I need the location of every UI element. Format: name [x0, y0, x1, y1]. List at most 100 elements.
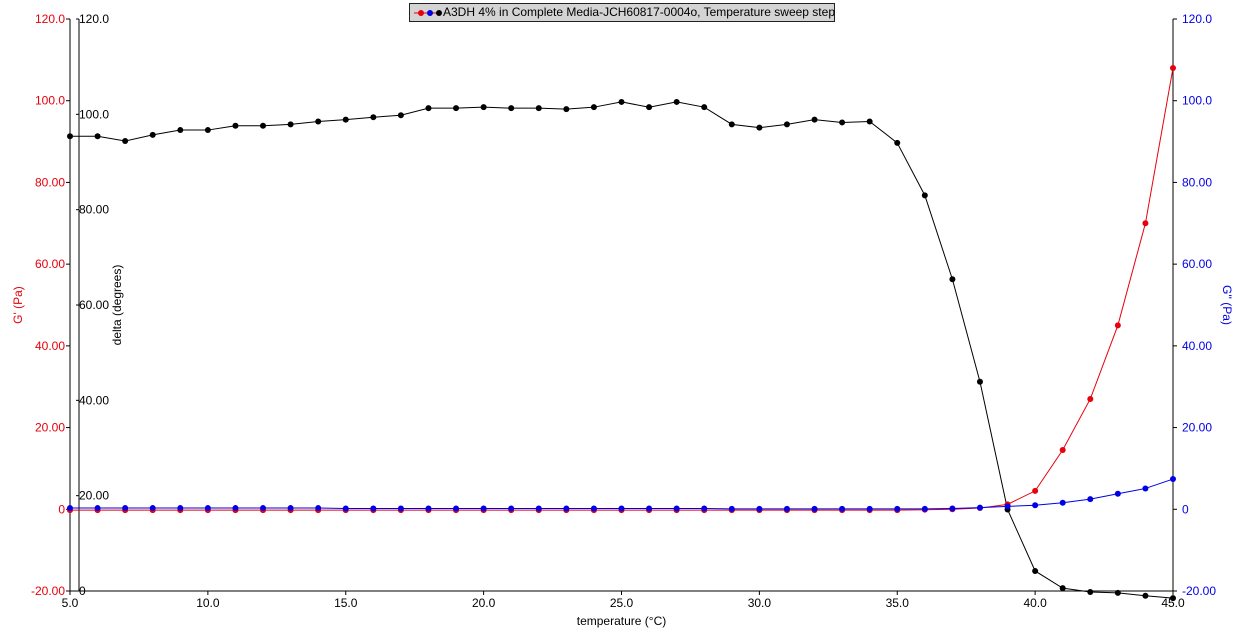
- x-axis-title: temperature (°C): [577, 614, 667, 628]
- data-point-delta: [646, 104, 653, 111]
- data-point-g-double-prime: [894, 505, 901, 512]
- inner-left-tick-label: 100.0: [79, 107, 109, 121]
- data-point-g-double-prime: [315, 505, 322, 512]
- data-point-delta: [177, 127, 184, 134]
- legend-label: A3DH 4% in Complete Media-JCH60817-0004o…: [443, 5, 835, 19]
- data-point-g-double-prime: [976, 504, 983, 511]
- data-point-g-prime: [1059, 447, 1066, 454]
- x-tick-label: 30.0: [748, 596, 772, 610]
- data-point-delta: [453, 105, 460, 112]
- data-point-g-prime: [1032, 487, 1039, 494]
- data-point-delta: [756, 124, 763, 131]
- data-point-delta: [618, 98, 625, 105]
- series-layer: [67, 65, 1176, 602]
- inner-left-tick-label: 60.00: [79, 298, 109, 312]
- data-point-g-double-prime: [783, 505, 790, 512]
- data-point-g-double-prime: [287, 505, 294, 512]
- data-point-g-double-prime: [204, 505, 211, 512]
- data-point-g-double-prime: [260, 505, 267, 512]
- data-point-delta: [839, 119, 846, 126]
- left-tick-label: 80.00: [35, 175, 65, 189]
- left-tick-label: 20.00: [35, 421, 65, 435]
- data-point-delta: [673, 98, 680, 105]
- data-point-delta: [425, 105, 432, 112]
- x-tick-label: 5.0: [62, 596, 79, 610]
- x-tick-label: 25.0: [610, 596, 634, 610]
- left-tick-label: 120.0: [35, 12, 65, 26]
- data-point-delta: [1142, 592, 1149, 599]
- data-point-g-double-prime: [1004, 503, 1011, 510]
- left-tick-label: 100.0: [35, 94, 65, 108]
- data-point-delta: [287, 121, 294, 128]
- data-point-delta: [728, 121, 735, 128]
- right-tick-label: 100.0: [1182, 94, 1212, 108]
- data-point-delta: [1032, 567, 1039, 574]
- data-point-delta: [397, 112, 404, 119]
- data-point-g-double-prime: [563, 505, 570, 512]
- x-tick-label: 40.0: [1023, 596, 1047, 610]
- data-point-delta: [67, 133, 73, 140]
- data-point-delta: [1059, 585, 1066, 592]
- legend-marker-g-prime: [418, 10, 424, 16]
- right-tick-label: 40.00: [1182, 339, 1212, 353]
- data-point-g-double-prime: [1142, 485, 1149, 492]
- x-tick-label: 35.0: [886, 596, 910, 610]
- data-point-g-double-prime: [1032, 502, 1039, 509]
- data-point-delta: [342, 116, 349, 123]
- data-point-g-double-prime: [535, 505, 542, 512]
- inner-left-tick-label: 120.0: [79, 12, 109, 26]
- data-point-g-double-prime: [866, 505, 873, 512]
- data-point-g-double-prime: [756, 505, 763, 512]
- axes-layer: [66, 18, 1177, 595]
- series-line-g-prime: [70, 67, 1174, 511]
- data-point-delta: [508, 105, 515, 112]
- inner-left-axis-title: delta (degrees): [110, 265, 124, 346]
- left-tick-label: 0: [58, 502, 65, 516]
- data-point-g-double-prime: [370, 505, 377, 512]
- data-point-delta: [1114, 589, 1121, 596]
- data-point-g-double-prime: [1087, 496, 1094, 503]
- x-tick-label: 20.0: [472, 596, 496, 610]
- data-point-g-double-prime: [122, 505, 129, 512]
- right-tick-label: -20.00: [1182, 584, 1216, 598]
- data-point-g-double-prime: [921, 505, 928, 512]
- data-point-g-double-prime: [67, 505, 73, 512]
- data-point-delta: [811, 116, 818, 123]
- right-tick-label: 80.00: [1182, 175, 1212, 189]
- data-point-delta: [122, 138, 129, 145]
- legend-markers: [414, 10, 442, 16]
- data-point-delta: [1170, 595, 1176, 602]
- x-tick-label: 10.0: [196, 596, 220, 610]
- data-point-g-double-prime: [618, 505, 625, 512]
- data-point-delta: [204, 127, 211, 134]
- data-point-delta: [701, 104, 708, 111]
- inner-left-tick-label: 80.00: [79, 203, 109, 217]
- right-tick-label: 0: [1182, 502, 1189, 516]
- data-point-g-double-prime: [590, 505, 597, 512]
- legend-marker-delta: [436, 10, 442, 16]
- right-axis-title: G'' (Pa): [1220, 285, 1234, 325]
- data-point-delta: [1087, 588, 1094, 595]
- left-axis-title: G' (Pa): [11, 286, 25, 324]
- data-point-g-double-prime: [94, 505, 101, 512]
- x-tick-label: 15.0: [334, 596, 358, 610]
- labels-layer: -20.00 0 20.00 40.00 60.00 80.00 100.0 120.0 0 20…: [11, 12, 1234, 628]
- data-point-g-double-prime: [949, 505, 956, 512]
- data-point-g-double-prime: [397, 505, 404, 512]
- inner-left-tick-label: 20.00: [79, 489, 109, 503]
- data-point-delta: [590, 104, 597, 111]
- right-tick-label: 60.00: [1182, 257, 1212, 271]
- data-point-delta: [260, 122, 267, 129]
- data-point-delta: [783, 121, 790, 128]
- data-point-delta: [866, 118, 873, 125]
- data-point-g-double-prime: [728, 505, 735, 512]
- right-tick-label: 120.0: [1182, 12, 1212, 26]
- inner-left-tick-label: 40.00: [79, 393, 109, 407]
- left-tick-label: 40.00: [35, 339, 65, 353]
- data-point-g-double-prime: [342, 505, 349, 512]
- data-point-delta: [894, 139, 901, 146]
- data-point-delta: [149, 131, 156, 138]
- x-tick-label: 45.0: [1161, 596, 1185, 610]
- left-tick-label: -20.00: [31, 584, 65, 598]
